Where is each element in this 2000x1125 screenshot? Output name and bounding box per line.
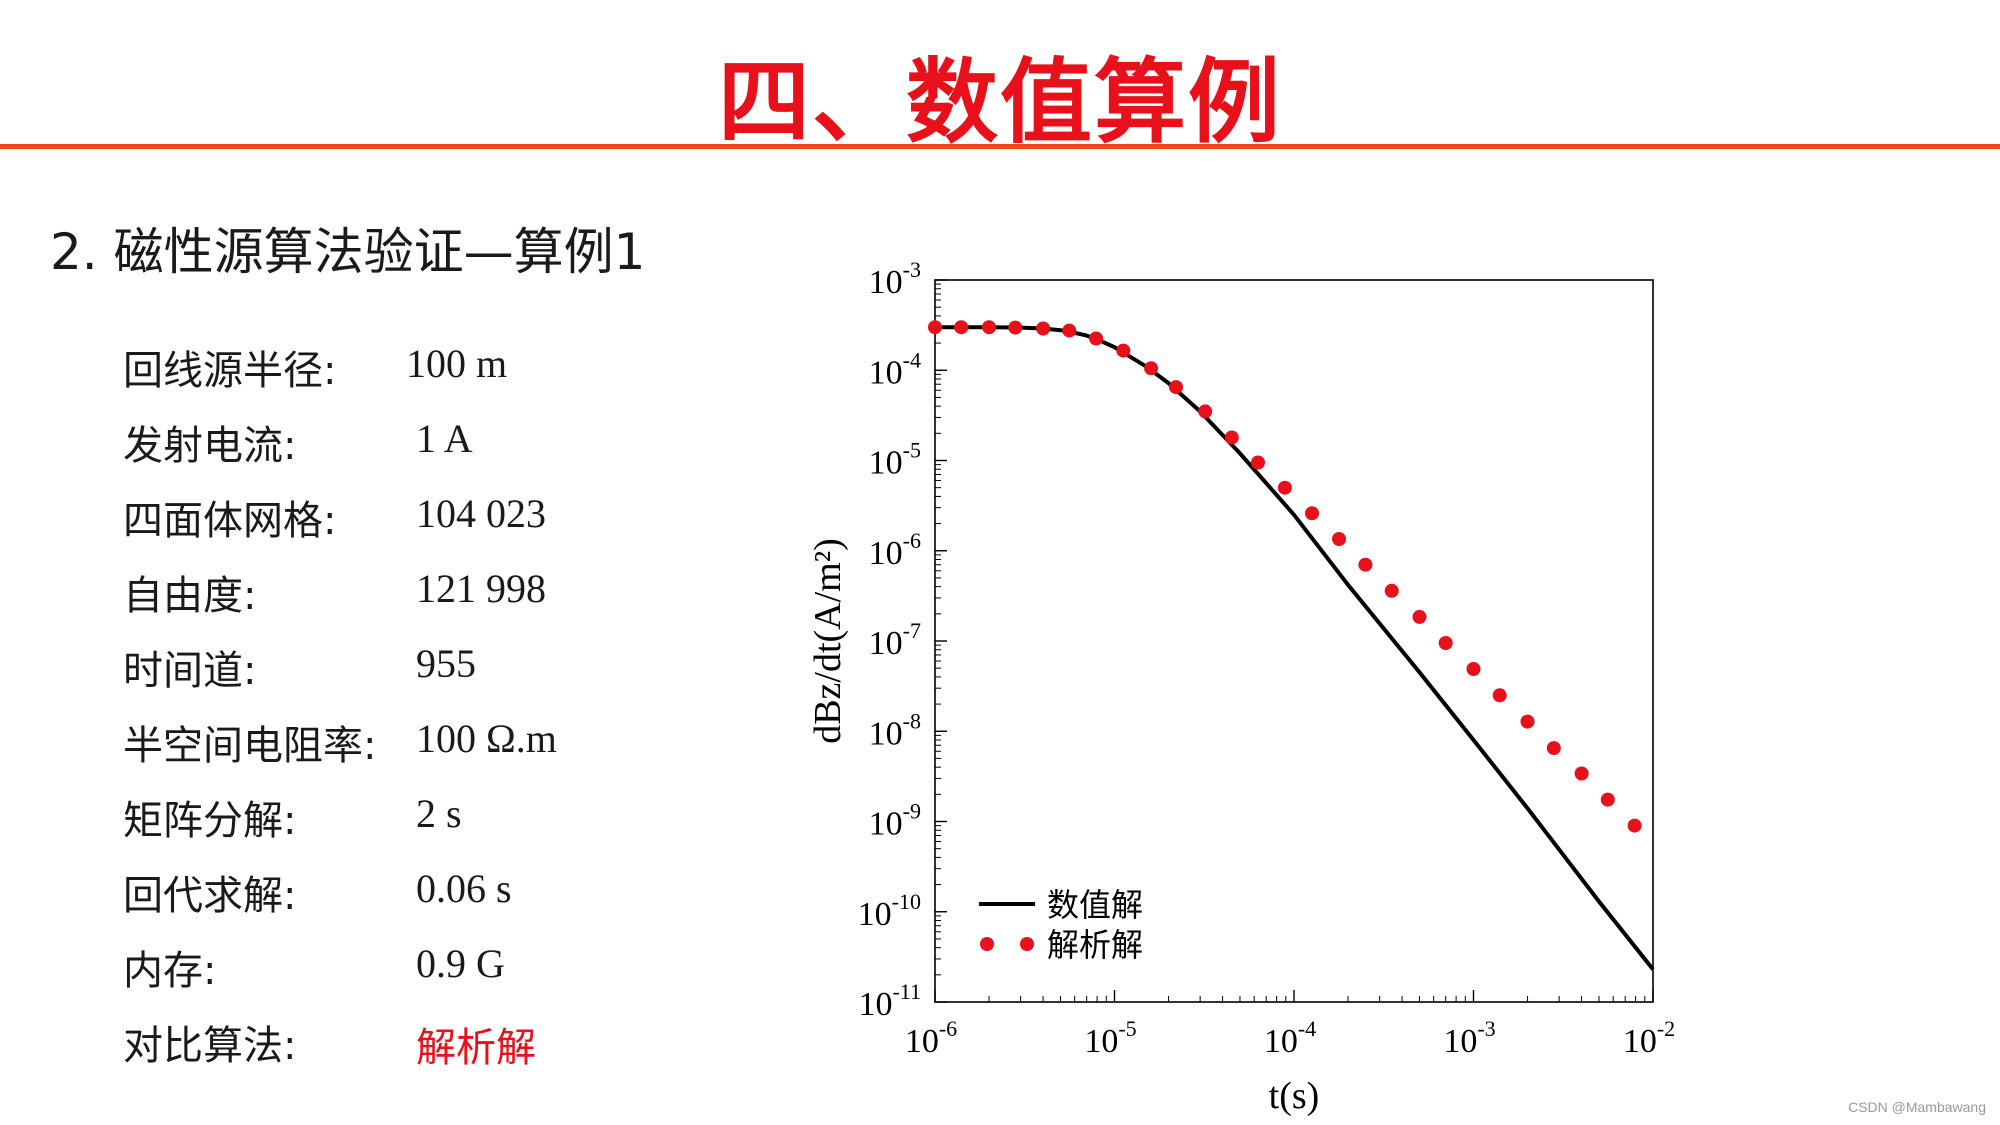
y-tick-label: 10-9 [869,799,921,843]
plot-frame [934,279,1654,1003]
y-tick-label: 10-11 [858,979,921,1023]
data-point-analytical [1169,380,1183,395]
param-label: 回线源半径: [123,348,337,394]
legend-label-analytical: 解析解 [1047,926,1143,964]
param-value: 121 998 [416,566,546,611]
data-point-analytical [1438,636,1453,650]
y-tick-label: 10-3 [869,257,921,301]
x-tick-labels: 10-6 10-5 10-4 10-3 10-2 [905,1016,1675,1060]
x-tick-label: 10-2 [1623,1016,1675,1060]
data-point-analytical [982,320,996,335]
data-point-analytical [1251,455,1265,470]
slide-title: 四、数值算例 [717,49,1282,156]
legend-marker-dot [980,937,994,951]
title-underline [0,144,2000,149]
data-point-analytical [1574,766,1589,781]
param-value: 100 m [406,341,508,386]
param-label: 半空间电阻率: [123,723,377,769]
param-value: 100 Ω.m [416,716,557,761]
y-tick-label: 10-6 [869,528,921,572]
data-point-analytical [1144,361,1159,376]
data-point-analytical [1116,343,1131,358]
series-layer [928,320,1655,971]
x-tick-label: 10-5 [1084,1016,1136,1060]
y-tick-label: 10-4 [869,347,921,391]
data-point-analytical [954,320,969,335]
data-point-analytical [1062,323,1077,338]
y-tick-labels: 10-3 10-4 10-5 10-6 10-7 10-8 10-9 10-10 10-11 [858,257,921,1023]
param-label: 自由度: [123,573,257,619]
y-tick-label: 10-10 [858,889,921,933]
param-value-highlight: 解析解 [416,1025,536,1071]
legend: 数值解 解析解 [979,886,1143,964]
series-line-numerical [935,325,1655,971]
data-point-analytical [928,320,942,335]
data-point-analytical [1546,741,1561,756]
y-tick-label: 10-5 [869,438,921,482]
data-point-analytical [1089,331,1104,346]
data-point-analytical [1008,320,1023,335]
param-value: 0.9 G [416,941,505,986]
data-point-analytical [1358,557,1373,572]
param-value: 104 023 [416,491,546,536]
minor-ticks [935,283,1646,1002]
param-label: 内存: [123,948,217,994]
legend-label-numerical: 数值解 [1047,886,1143,924]
param-label: 矩阵分解: [123,798,297,844]
legend-marker-dot [1020,937,1034,951]
y-tick-label: 10-8 [869,708,921,752]
major-ticks [934,279,1654,1003]
legend-marker-swatch [980,937,1034,951]
data-point-analytical [1224,430,1239,445]
param-value: 2 s [416,791,462,836]
param-label: 发射电流: [123,423,297,469]
x-tick-label: 10-3 [1443,1016,1495,1060]
data-point-analytical [1466,662,1481,676]
param-label: 四面体网格: [123,498,337,544]
data-point-analytical [1305,506,1319,521]
section-subtitle: 2. 磁性源算法验证—算例1 [50,223,646,281]
data-point-analytical [1332,532,1346,546]
x-axis-label: t(s) [1269,1075,1320,1117]
data-point-analytical [1627,818,1642,833]
x-tick-label: 10-6 [905,1016,957,1060]
param-value: 0.06 s [416,866,512,911]
data-point-analytical [1277,480,1292,495]
param-label: 对比算法: [123,1023,297,1069]
data-point-analytical [1412,609,1427,624]
dbz-dt-loglog-chart: 10-3 10-4 10-5 10-6 10-7 10-8 10-9 10-10 10-11 1… [807,257,1675,1117]
param-value: 1 A [416,416,473,461]
data-point-analytical [1036,321,1051,336]
watermark: CSDN @Mambawang [1848,1099,1986,1115]
data-point-analytical [1520,714,1535,729]
param-value: 955 [416,641,476,686]
data-point-analytical [1198,404,1213,419]
y-axis-label: dBz/dt(A/m²) [807,538,849,744]
data-point-analytical [1384,583,1399,598]
y-tick-label: 10-7 [869,618,921,662]
data-point-analytical [1492,688,1507,703]
param-label: 回代求解: [123,873,297,919]
data-point-analytical [1600,792,1615,807]
x-tick-label: 10-4 [1264,1016,1316,1060]
param-label: 时间道: [123,648,257,694]
